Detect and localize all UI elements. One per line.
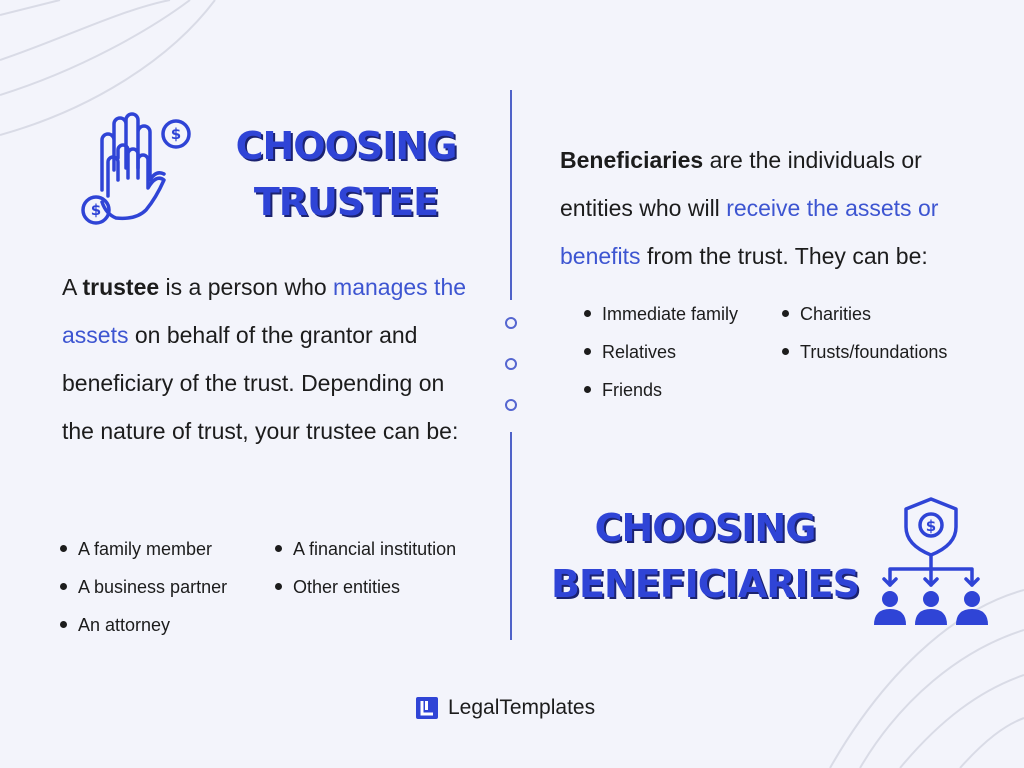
highlight-receive-assets: receive the assets or benefits bbox=[560, 195, 939, 269]
legaltemplates-logo-icon bbox=[416, 697, 438, 719]
list-item: Other entities bbox=[275, 568, 456, 606]
list-item: Charities bbox=[782, 295, 947, 333]
choosing-trustee-heading: CHOOSING TRUSTEE bbox=[216, 118, 476, 230]
beneficiaries-list-col1: Immediate family Relatives Friends bbox=[584, 295, 738, 409]
divider-line bbox=[510, 90, 512, 300]
brand-name: LegalTemplates bbox=[448, 696, 596, 719]
list-item: A financial institution bbox=[275, 530, 456, 568]
text: from the trust. They can be: bbox=[640, 243, 928, 269]
beneficiaries-list-col2: Charities Trusts/foundations bbox=[782, 295, 947, 371]
divider-dot bbox=[505, 317, 517, 329]
trustee-list-col2: A financial institution Other entities bbox=[275, 530, 456, 606]
svg-text:$: $ bbox=[91, 201, 101, 219]
shield-dollar-distribution-to-people-icon: $ bbox=[874, 497, 988, 625]
trustee-term: trustee bbox=[82, 274, 160, 300]
heading-line: TRUSTEE bbox=[253, 180, 439, 224]
svg-text:$: $ bbox=[171, 125, 181, 143]
trustee-description: A trustee is a person who manages the as… bbox=[62, 263, 482, 455]
divider-dot bbox=[505, 358, 517, 370]
highlight-manages-assets: manages the assets bbox=[62, 274, 467, 348]
beneficiaries-term: Beneficiaries bbox=[560, 147, 704, 173]
list-item: Immediate family bbox=[584, 295, 738, 333]
list-item: A family member bbox=[60, 530, 227, 568]
text: is a person who bbox=[159, 274, 334, 300]
text: are the individuals or entities who will bbox=[560, 147, 922, 221]
svg-text:$: $ bbox=[926, 517, 936, 535]
text: A bbox=[62, 274, 83, 300]
heading-line: BENEFICIARIES bbox=[551, 562, 860, 606]
beneficiaries-description: Beneficiaries are the individuals or ent… bbox=[560, 136, 990, 280]
divider-line bbox=[510, 432, 512, 640]
heading-line: CHOOSING bbox=[594, 506, 817, 550]
divider-dot bbox=[505, 399, 517, 411]
list-item: Friends bbox=[584, 371, 738, 409]
list-item: Relatives bbox=[584, 333, 738, 371]
list-item: Trusts/foundations bbox=[782, 333, 947, 371]
trustee-list-col1: A family member A business partner An at… bbox=[60, 530, 227, 644]
heading-line: CHOOSING bbox=[235, 124, 458, 168]
list-item: An attorney bbox=[60, 606, 227, 644]
footer-brand: LegalTemplates bbox=[416, 694, 595, 722]
text: on behalf of the grantor and beneficiary… bbox=[62, 322, 459, 444]
choosing-beneficiaries-heading: CHOOSING BENEFICIARIES bbox=[540, 500, 870, 612]
hands-with-dollar-coins-icon: $ $ bbox=[81, 112, 191, 225]
list-item: A business partner bbox=[60, 568, 227, 606]
